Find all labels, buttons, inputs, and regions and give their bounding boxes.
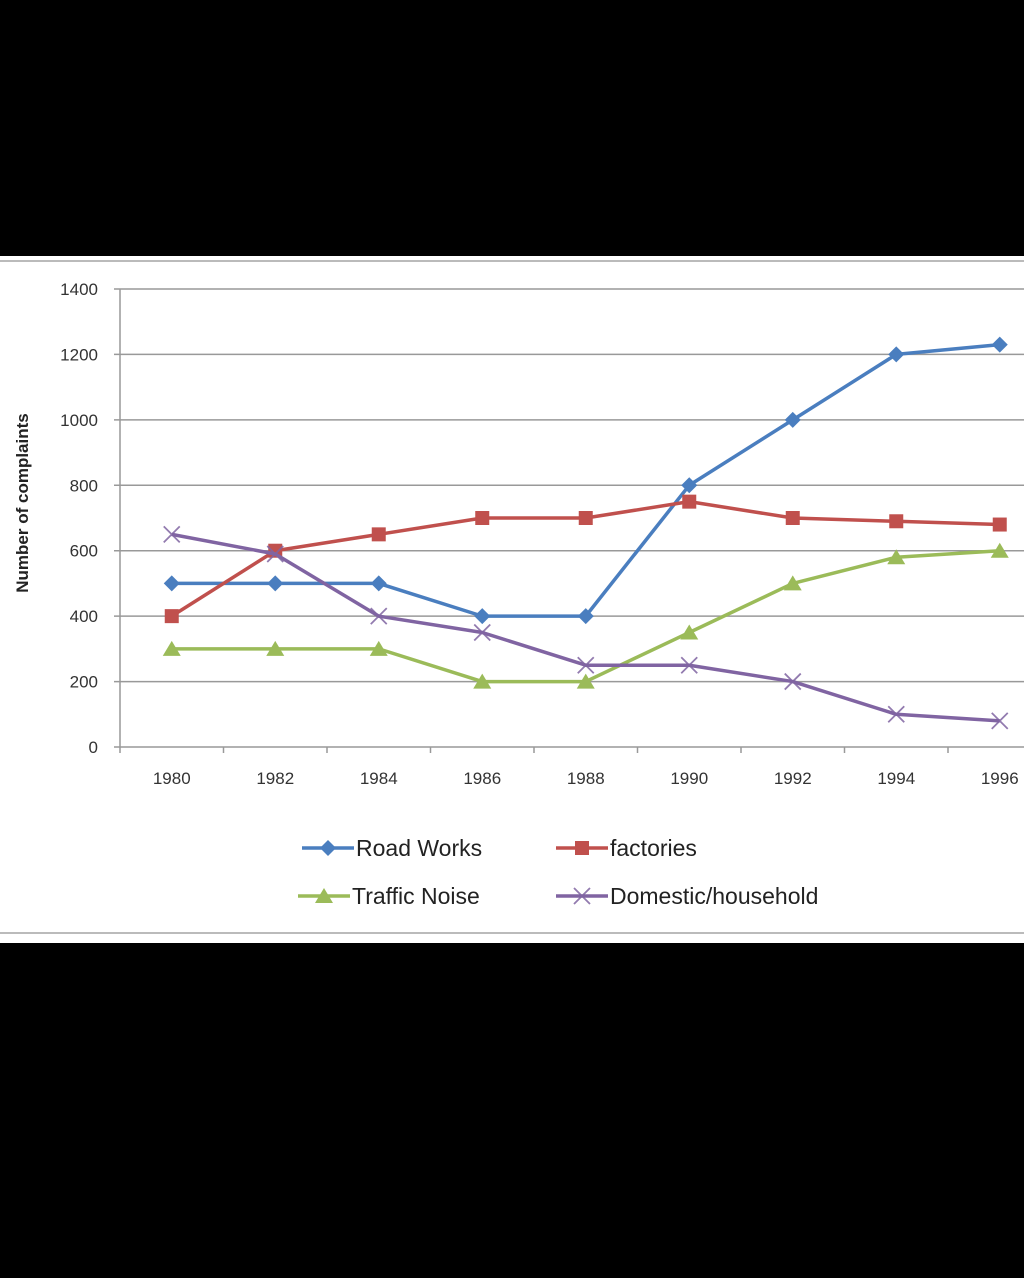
square-marker bbox=[682, 494, 697, 509]
x-tick-label: 1992 bbox=[774, 769, 812, 788]
x-tick-label: 1982 bbox=[256, 769, 294, 788]
y-tick-label: 800 bbox=[70, 476, 98, 495]
triangle-marker bbox=[266, 640, 285, 656]
y-tick-label: 1200 bbox=[60, 345, 98, 364]
x-marker bbox=[370, 607, 388, 625]
y-tick-label: 1000 bbox=[60, 411, 98, 430]
series-traffic-noise bbox=[162, 542, 1009, 689]
triangle-marker bbox=[887, 549, 906, 565]
y-tick-label: 400 bbox=[70, 607, 98, 626]
x-tick-label: 1984 bbox=[360, 769, 398, 788]
square-marker bbox=[475, 511, 490, 525]
legend-label: Domestic/household bbox=[610, 883, 818, 909]
x-tick-label: 1990 bbox=[670, 769, 708, 788]
diamond-marker bbox=[784, 411, 801, 428]
x-tick-label: 1996 bbox=[981, 769, 1019, 788]
square-marker bbox=[371, 527, 386, 542]
diamond-marker bbox=[681, 477, 698, 494]
y-tick-label: 0 bbox=[89, 738, 98, 757]
diamond-marker bbox=[888, 346, 905, 363]
x-marker bbox=[680, 656, 698, 674]
diamond-marker bbox=[267, 575, 284, 592]
legend-label: factories bbox=[610, 835, 697, 861]
square-marker bbox=[164, 609, 179, 624]
line-chart: 0 200 400 600 800 1000 1200 1400 1980 1982 1984 198… bbox=[0, 260, 1024, 934]
triangle-marker bbox=[680, 624, 699, 640]
legend-item: Traffic Noise bbox=[298, 883, 480, 909]
square-marker bbox=[578, 511, 593, 525]
diamond-marker bbox=[370, 575, 387, 592]
x-tick-label: 1994 bbox=[877, 769, 915, 788]
x-marker bbox=[163, 525, 181, 543]
y-tick-label: 600 bbox=[70, 542, 98, 561]
diamond-marker bbox=[577, 608, 594, 625]
triangle-marker bbox=[369, 640, 388, 656]
chart-panel: 0 200 400 600 800 1000 1200 1400 1980 1982 1984 198… bbox=[0, 256, 1024, 943]
triangle-marker bbox=[315, 888, 333, 903]
legend-item: Domestic/household bbox=[556, 883, 818, 909]
x-tick-label: 1988 bbox=[567, 769, 605, 788]
triangle-marker bbox=[162, 640, 181, 656]
x-marker bbox=[784, 672, 802, 691]
x-marker bbox=[991, 712, 1009, 730]
diamond-marker bbox=[320, 840, 336, 856]
diamond-marker bbox=[991, 336, 1008, 353]
square-marker bbox=[992, 517, 1007, 532]
x-marker bbox=[573, 887, 591, 905]
x-marker bbox=[887, 705, 905, 723]
series-line bbox=[171, 342, 1000, 618]
series-road-works bbox=[163, 336, 1008, 625]
x-tick-label: 1980 bbox=[153, 769, 191, 788]
diamond-marker bbox=[474, 608, 491, 625]
series-domestic-household bbox=[163, 525, 1009, 730]
triangle-marker bbox=[783, 575, 802, 591]
x-tick-label: 1986 bbox=[463, 769, 501, 788]
x-marker bbox=[473, 623, 491, 642]
triangle-marker bbox=[576, 673, 595, 689]
square-marker bbox=[575, 841, 589, 855]
legend-label: Traffic Noise bbox=[352, 883, 480, 909]
series-factories bbox=[164, 494, 1007, 624]
triangle-marker bbox=[473, 673, 492, 689]
y-tick-label: 1400 bbox=[60, 280, 98, 299]
triangle-marker bbox=[990, 542, 1009, 558]
y-tick-label: 200 bbox=[70, 673, 98, 692]
x-marker bbox=[266, 545, 284, 563]
legend-item: Road Works bbox=[302, 835, 482, 861]
y-axis-label: Number of complaints bbox=[13, 413, 32, 592]
x-marker bbox=[577, 656, 595, 674]
diamond-marker bbox=[163, 575, 180, 592]
square-marker bbox=[785, 511, 800, 525]
square-marker bbox=[889, 514, 904, 529]
legend-label: Road Works bbox=[356, 835, 482, 861]
legend-item: factories bbox=[556, 835, 697, 861]
